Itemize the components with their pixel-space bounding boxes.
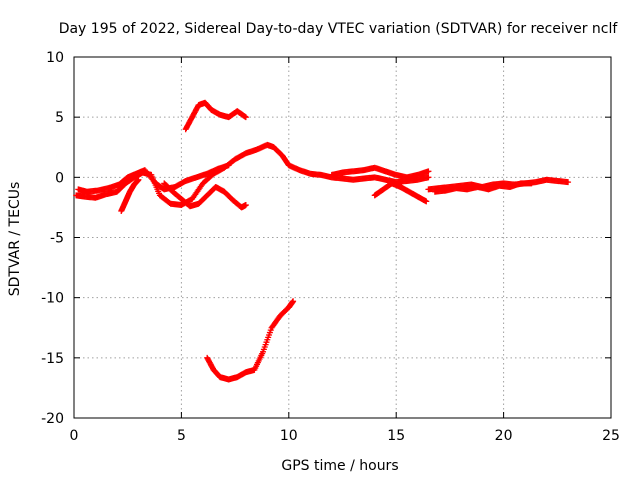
chart-title: Day 195 of 2022, Sidereal Day-to-day VTE… [59,21,619,37]
x-tick-label: 0 [70,428,79,444]
y-tick-label: -10 [41,291,64,307]
y-tick-label: -20 [41,411,64,427]
series-track-main-high [75,162,232,195]
data-point-marker [135,176,142,183]
series-track-early [118,176,142,215]
x-tick-label: 20 [495,428,513,444]
data-point-marker [242,114,249,121]
y-tick-label: -5 [50,231,64,247]
y-tick-label: -15 [41,351,64,367]
grid [74,57,611,418]
data-point-marker [528,180,535,187]
data-point-marker [225,162,232,169]
series-track-late-b [371,180,430,205]
x-axis-label: GPS time / hours [281,458,398,474]
x-axis: 0 5 10 15 20 25 [70,57,620,444]
y-axis: 10 5 0 -5 -10 -15 -20 [41,50,611,427]
y-tick-label: 0 [55,170,64,186]
plot-frame [73,56,612,419]
x-tick-label: 15 [387,428,405,444]
data-point-marker [425,174,432,181]
x-tick-label: 25 [602,428,620,444]
data-point-marker [565,179,572,186]
y-tick-label: 10 [46,50,64,66]
series-track-tail-b [431,180,535,195]
data-point-marker [425,168,432,175]
x-tick-label: 10 [280,428,298,444]
data-point-marker [290,298,297,305]
series-track-negative [204,298,297,383]
data-point-marker [423,198,430,205]
data-series [73,99,572,383]
series-track-late-a [328,164,432,181]
data-point-marker [242,202,249,209]
series-track-dip [161,180,249,211]
series-track-upper [182,99,249,133]
y-axis-label: SDTVAR / TECUs [7,182,23,297]
x-tick-label: 5 [177,428,186,444]
y-tick-label: 5 [55,110,64,126]
